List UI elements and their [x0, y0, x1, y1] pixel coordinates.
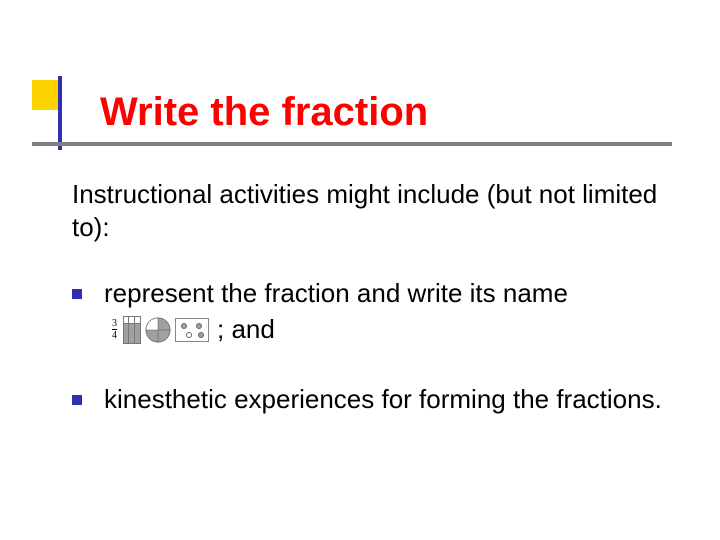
fraction-numerator: 3: [112, 319, 117, 329]
bullet-suffix: ; and: [217, 313, 275, 347]
bullet-icon: [72, 289, 82, 299]
dot-icon: [181, 323, 187, 329]
slide-body: Instructional activities might include (…: [72, 178, 672, 434]
fraction-illustration: 3 4: [112, 316, 209, 344]
bullet-icon: [72, 395, 82, 405]
dot-icon: [186, 332, 192, 338]
bullet-item: kinesthetic experiences for forming the …: [72, 383, 672, 417]
dot-icon: [196, 323, 202, 329]
dots-diagram: [175, 318, 209, 342]
bullet-text: kinesthetic experiences for forming the …: [104, 383, 662, 417]
slide: Write the fraction Instructional activit…: [0, 0, 720, 540]
intro-text: Instructional activities might include (…: [72, 178, 672, 243]
bullet-text: represent the fraction and write its nam…: [104, 277, 568, 347]
fraction-symbol: 3 4: [112, 319, 117, 341]
bullet-item: represent the fraction and write its nam…: [72, 277, 672, 347]
accent-horizontal-rule: [32, 142, 672, 146]
strip-diagram: [123, 316, 141, 344]
strip-col: [135, 316, 141, 344]
pie-diagram: [145, 317, 171, 343]
bullet-line-2: 3 4: [104, 313, 568, 347]
slide-title: Write the fraction: [100, 90, 428, 135]
bullet-line-1: represent the fraction and write its nam…: [104, 277, 568, 311]
fraction-denominator: 4: [112, 329, 117, 341]
accent-vertical-bar: [58, 76, 62, 150]
dot-icon: [198, 332, 204, 338]
